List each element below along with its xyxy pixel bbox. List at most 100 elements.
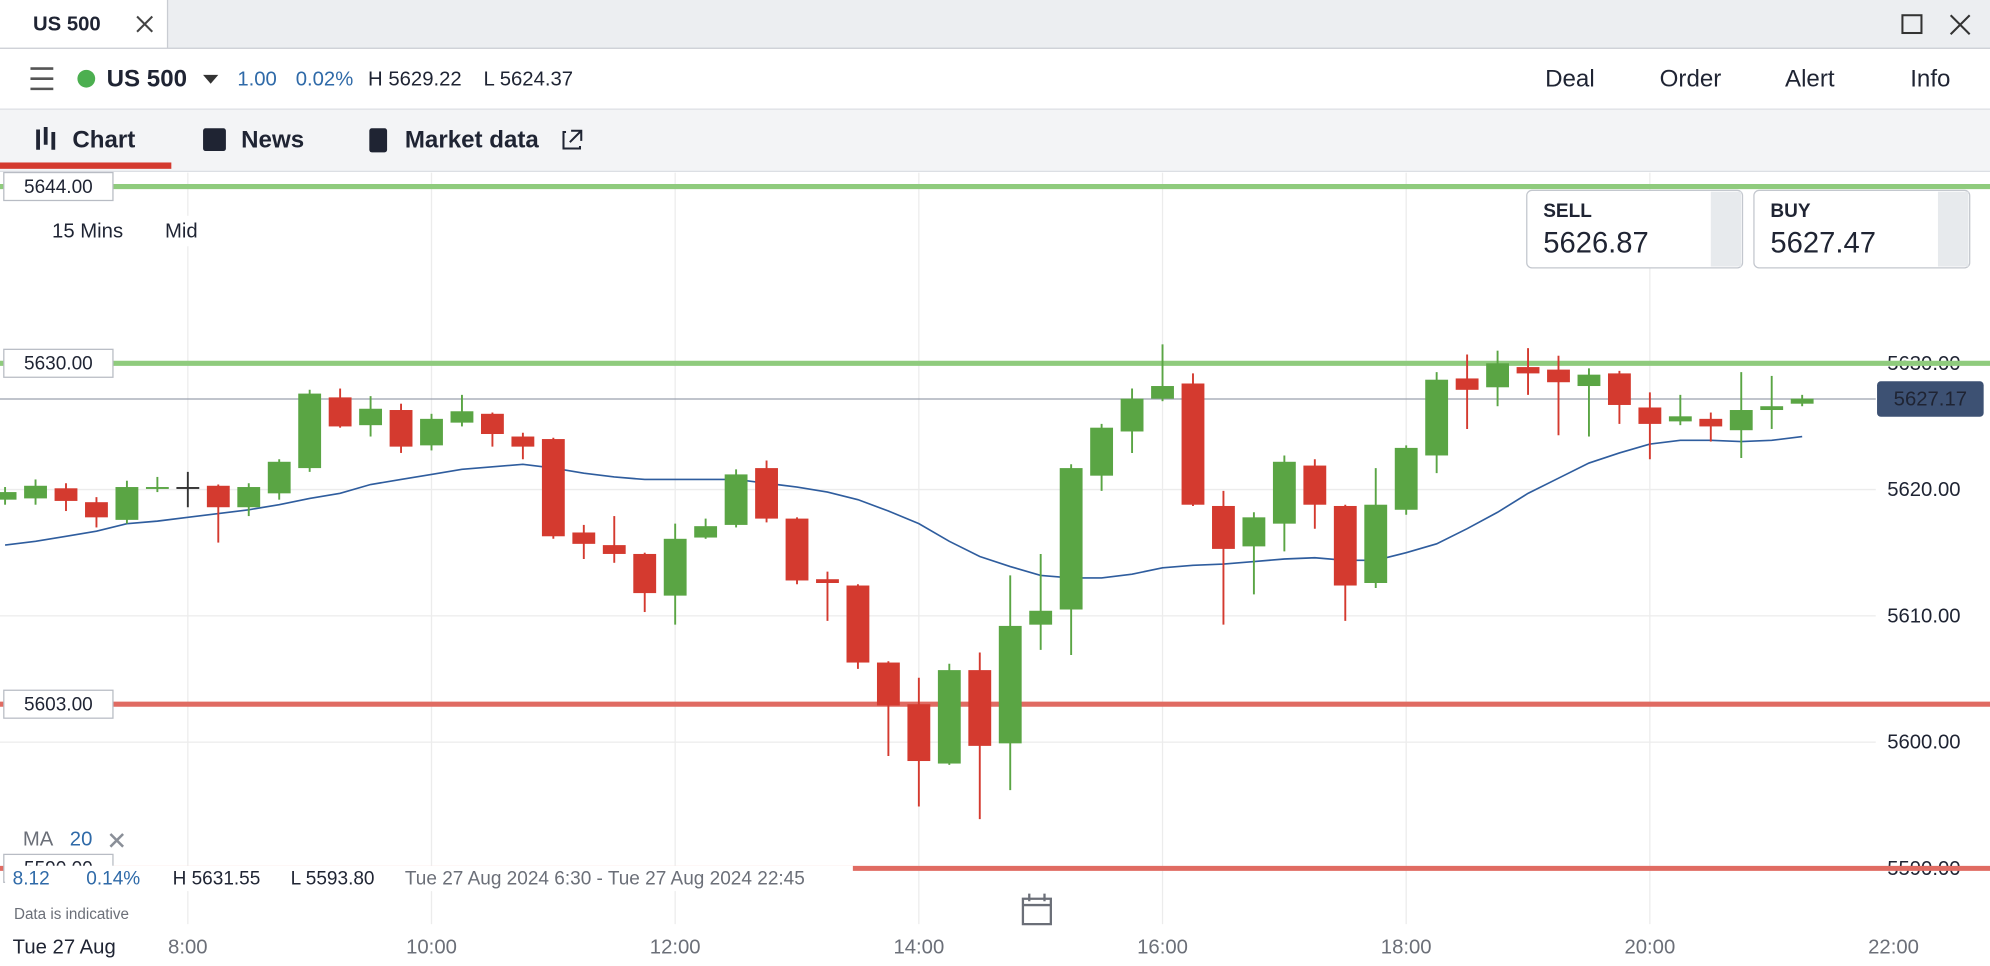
- close-window-icon[interactable]: [1949, 14, 1971, 35]
- summary-change: 8.12: [13, 869, 50, 890]
- candle-body: [1547, 369, 1570, 383]
- candle-body: [694, 526, 718, 538]
- candle-body: [633, 553, 657, 594]
- y-tick-label: 5600.00: [1887, 732, 1960, 754]
- window-tab[interactable]: [0, 0, 168, 49]
- candle-body: [267, 461, 291, 494]
- candle-body: [511, 436, 535, 447]
- candle-body: [359, 408, 383, 426]
- candle-body: [755, 468, 778, 519]
- candle-body: [0, 492, 17, 500]
- current-price-label: 5627.17: [1894, 389, 1967, 411]
- candle-body: [1120, 398, 1144, 432]
- news-icon: [203, 128, 226, 152]
- external-link-icon: [562, 129, 583, 150]
- chart-icon: [36, 126, 56, 150]
- data-note: Data is indicative: [14, 906, 129, 923]
- instrument-name[interactable]: US 500: [107, 65, 187, 92]
- candle-body: [450, 411, 474, 423]
- buy-label: BUY: [1770, 201, 1810, 222]
- candle-body: [541, 439, 565, 537]
- close-tab-icon[interactable]: [136, 15, 154, 33]
- calendar-icon[interactable]: [1021, 893, 1052, 926]
- x-tick-label: 10:00: [406, 937, 457, 959]
- day-low: L 5624.37: [484, 68, 574, 90]
- market-open-dot: [77, 69, 96, 88]
- candle-body: [237, 487, 261, 508]
- menu-alert[interactable]: Alert: [1785, 65, 1835, 92]
- dropdown-arrow[interactable]: [203, 74, 219, 84]
- tab-market-data[interactable]: Market data: [405, 126, 540, 153]
- view-tabs: [0, 109, 1990, 172]
- summary-high: H 5631.55: [173, 869, 261, 890]
- x-tick-label: 20:00: [1624, 937, 1675, 959]
- level-label: 5630.00: [24, 354, 93, 375]
- x-tick-label: 8:00: [168, 937, 208, 959]
- summary-change-pct: 0.14%: [86, 869, 140, 890]
- ma-remove-icon[interactable]: [109, 833, 125, 848]
- level-label-box: [3, 171, 114, 202]
- menu-deal[interactable]: Deal: [1545, 65, 1595, 92]
- candle-body: [1303, 465, 1327, 505]
- x-tick-label: 14:00: [893, 937, 944, 959]
- candle-body: [998, 625, 1022, 744]
- candle-body: [1729, 410, 1753, 431]
- candle-body: [876, 662, 900, 706]
- candle-body: [785, 518, 809, 581]
- date-label: Tue 27 Aug: [13, 937, 116, 959]
- menu-order[interactable]: Order: [1660, 65, 1722, 92]
- candle-body: [1699, 418, 1723, 427]
- y-tick-label: 5620.00: [1887, 479, 1960, 501]
- menu-icon[interactable]: [30, 67, 54, 91]
- candle-body: [481, 413, 504, 435]
- candle-body: [145, 487, 169, 489]
- sell-box[interactable]: [1526, 189, 1744, 269]
- tab-chart[interactable]: Chart: [72, 126, 135, 153]
- candle-body: [1394, 447, 1418, 510]
- candle-body: [846, 585, 870, 663]
- ma-label: MA: [23, 829, 54, 851]
- candle-body: [328, 397, 352, 427]
- summary-bg: [5, 865, 853, 892]
- maximize-icon[interactable]: [1901, 14, 1923, 35]
- candle-body: [1151, 386, 1174, 399]
- buy-strip: [1937, 191, 1969, 267]
- candle-body: [602, 545, 626, 554]
- candle-body: [389, 410, 413, 447]
- candle-body: [1364, 504, 1388, 583]
- candle-body: [1059, 468, 1083, 610]
- change-pct: 0.02%: [296, 68, 354, 90]
- candle-body: [724, 474, 748, 525]
- level-label-box: [3, 689, 114, 719]
- interval[interactable]: 15 Mins: [52, 221, 123, 243]
- candle-body: [1090, 427, 1114, 476]
- active-tab-indicator: [0, 162, 172, 169]
- candle-body: [1181, 383, 1205, 505]
- candle-body: [816, 579, 839, 583]
- level-label: 5603.00: [24, 695, 93, 716]
- candle-body: [1242, 517, 1266, 547]
- summary-range: Tue 27 Aug 2024 6:30 - Tue 27 Aug 2024 2…: [405, 869, 805, 890]
- candle-body: [1577, 374, 1601, 387]
- chart: 5590.005600.005610.005620.005630.008:001…: [0, 171, 1990, 959]
- price-type[interactable]: Mid: [165, 221, 198, 243]
- candle-body: [1760, 406, 1784, 411]
- summary-low: L 5593.80: [291, 869, 375, 890]
- window-tab-title: US 500: [33, 14, 101, 36]
- candle-body: [907, 704, 931, 762]
- tab-bar: [0, 0, 1990, 49]
- level-label: 5644.00: [24, 177, 93, 198]
- x-tick-label: 12:00: [650, 937, 701, 959]
- tab-news[interactable]: News: [241, 126, 304, 153]
- menu-info[interactable]: Info: [1910, 65, 1950, 92]
- candle-body: [1425, 379, 1449, 456]
- candle-body: [1455, 378, 1479, 390]
- candle-body: [1638, 407, 1662, 424]
- candle-body: [1607, 373, 1631, 405]
- y-tick-label: 5610.00: [1887, 605, 1960, 627]
- candle-body: [937, 670, 961, 764]
- buy-box[interactable]: [1753, 189, 1971, 269]
